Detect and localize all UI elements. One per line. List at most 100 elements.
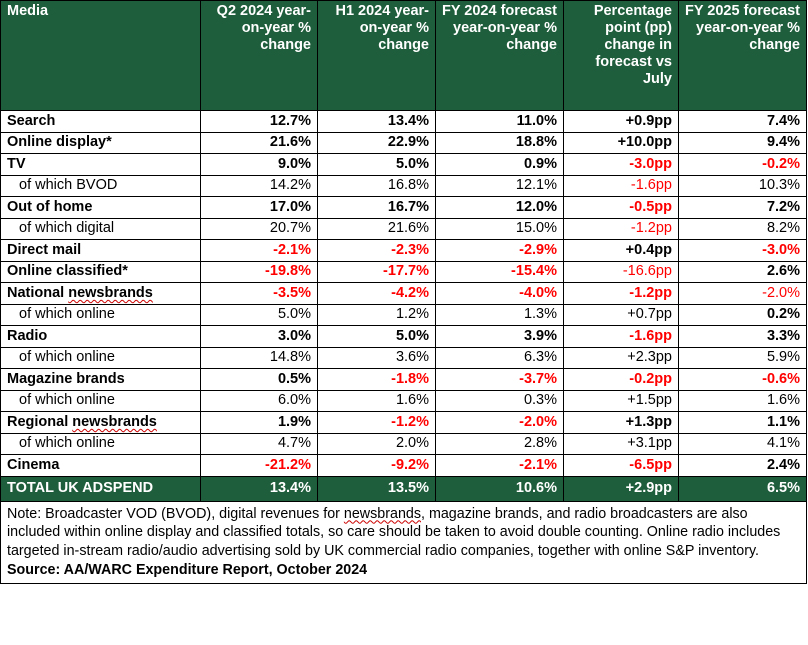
- value-cell: 8.2%: [678, 217, 807, 240]
- value-cell: +3.1pp: [563, 432, 679, 455]
- total-row: TOTAL UK ADSPEND 13.4% 13.5% 10.6% +2.9p…: [0, 475, 807, 502]
- value-cell: 3.6%: [317, 346, 436, 369]
- table-subrow: of which online 6.0% 1.6% 0.3% +1.5pp 1.6%: [0, 389, 807, 412]
- value-cell: 1.6%: [317, 389, 436, 412]
- value-cell: 7.2%: [678, 196, 807, 219]
- value-cell: 1.2%: [317, 303, 436, 326]
- row-label: of which online: [0, 432, 201, 455]
- value-cell: +0.9pp: [563, 110, 679, 133]
- value-cell: 2.8%: [435, 432, 564, 455]
- source-text: Source: AA/WARC Expenditure Report, Octo…: [7, 562, 368, 578]
- table-row: TV 9.0% 5.0% 0.9% -3.0pp -0.2%: [0, 153, 807, 176]
- value-cell: 6.3%: [435, 346, 564, 369]
- note-cell: Note: Broadcaster VOD (BVOD), digital re…: [0, 500, 807, 584]
- row-label: of which online: [0, 303, 201, 326]
- value-cell: 12.1%: [435, 174, 564, 197]
- value-cell: 18.8%: [435, 131, 564, 154]
- table-row: National newsbrands -3.5% -4.2% -4.0% -1.2pp…: [0, 282, 807, 305]
- value-cell: -2.0%: [678, 282, 807, 305]
- value-cell: 9.0%: [200, 153, 318, 176]
- table-subrow: of which online 5.0% 1.2% 1.3% +0.7pp 0.2%: [0, 303, 807, 326]
- value-cell: 0.2%: [678, 303, 807, 326]
- total-cell: 13.5%: [317, 475, 436, 502]
- header-fy2024: FY 2024 forecast year-on-year % change: [435, 0, 564, 111]
- value-cell: 5.0%: [317, 325, 436, 348]
- value-cell: -6.5pp: [563, 454, 679, 477]
- value-cell: -1.2pp: [563, 217, 679, 240]
- value-cell: -9.2%: [317, 454, 436, 477]
- value-cell: 16.7%: [317, 196, 436, 219]
- value-cell: 2.4%: [678, 454, 807, 477]
- value-cell: -2.9%: [435, 239, 564, 262]
- value-cell: 22.9%: [317, 131, 436, 154]
- value-cell: -2.1%: [200, 239, 318, 262]
- value-cell: -0.6%: [678, 368, 807, 391]
- table-body: Search 12.7% 13.4% 11.0% +0.9pp 7.4% Online di…: [0, 110, 807, 477]
- value-cell: 17.0%: [200, 196, 318, 219]
- value-cell: -3.5%: [200, 282, 318, 305]
- total-cell: +2.9pp: [563, 475, 679, 502]
- value-cell: +1.3pp: [563, 411, 679, 434]
- value-cell: 5.0%: [317, 153, 436, 176]
- table-row: Online classified* -19.8% -17.7% -15.4% -16.…: [0, 260, 807, 283]
- value-cell: +10.0pp: [563, 131, 679, 154]
- value-cell: 14.2%: [200, 174, 318, 197]
- value-cell: -1.2pp: [563, 282, 679, 305]
- row-label: Cinema: [0, 454, 201, 477]
- value-cell: -16.6pp: [563, 260, 679, 283]
- row-label: TV: [0, 153, 201, 176]
- value-cell: -17.7%: [317, 260, 436, 283]
- value-cell: 16.8%: [317, 174, 436, 197]
- row-label: of which digital: [0, 217, 201, 240]
- total-cell: 6.5%: [678, 475, 807, 502]
- row-label: National newsbrands: [0, 282, 201, 305]
- value-cell: -3.7%: [435, 368, 564, 391]
- value-cell: 14.8%: [200, 346, 318, 369]
- value-cell: +0.7pp: [563, 303, 679, 326]
- header-q2: Q2 2024 year-on-year % change: [200, 0, 318, 111]
- value-cell: 3.0%: [200, 325, 318, 348]
- value-cell: 0.3%: [435, 389, 564, 412]
- value-cell: +1.5pp: [563, 389, 679, 412]
- header-pp-change: Percentage point (pp) change in forecast…: [563, 0, 679, 111]
- value-cell: 2.6%: [678, 260, 807, 283]
- header-fy2025: FY 2025 forecast year-on-year % change: [678, 0, 807, 111]
- value-cell: -1.6pp: [563, 174, 679, 197]
- value-cell: 21.6%: [200, 131, 318, 154]
- header-h1: H1 2024 year-on-year % change: [317, 0, 436, 111]
- value-cell: -1.2%: [317, 411, 436, 434]
- value-cell: 6.0%: [200, 389, 318, 412]
- value-cell: -4.2%: [317, 282, 436, 305]
- value-cell: 20.7%: [200, 217, 318, 240]
- table-row: Out of home 17.0% 16.7% 12.0% -0.5pp 7.2%: [0, 196, 807, 219]
- value-cell: -21.2%: [200, 454, 318, 477]
- table-subrow: of which digital 20.7% 21.6% 15.0% -1.2pp 8.2…: [0, 217, 807, 240]
- value-cell: -0.2%: [678, 153, 807, 176]
- value-cell: +2.3pp: [563, 346, 679, 369]
- value-cell: 12.7%: [200, 110, 318, 133]
- table-row: Direct mail -2.1% -2.3% -2.9% +0.4pp -3.0%: [0, 239, 807, 262]
- value-cell: 0.5%: [200, 368, 318, 391]
- table-row: Radio 3.0% 5.0% 3.9% -1.6pp 3.3%: [0, 325, 807, 348]
- value-cell: 1.3%: [435, 303, 564, 326]
- value-cell: 1.1%: [678, 411, 807, 434]
- header-row: Media Q2 2024 year-on-year % change H1 2…: [0, 0, 807, 111]
- value-cell: 4.1%: [678, 432, 807, 455]
- value-cell: 7.4%: [678, 110, 807, 133]
- value-cell: 11.0%: [435, 110, 564, 133]
- row-label: Online classified*: [0, 260, 201, 283]
- row-label: Search: [0, 110, 201, 133]
- value-cell: 3.9%: [435, 325, 564, 348]
- row-label: Online display*: [0, 131, 201, 154]
- row-label: Magazine brands: [0, 368, 201, 391]
- value-cell: -0.2pp: [563, 368, 679, 391]
- value-cell: 5.0%: [200, 303, 318, 326]
- table-subrow: of which online 4.7% 2.0% 2.8% +3.1pp 4.1%: [0, 432, 807, 455]
- value-cell: +0.4pp: [563, 239, 679, 262]
- row-label: of which BVOD: [0, 174, 201, 197]
- value-cell: -1.8%: [317, 368, 436, 391]
- value-cell: -1.6pp: [563, 325, 679, 348]
- note-row: Note: Broadcaster VOD (BVOD), digital re…: [0, 500, 807, 584]
- value-cell: 5.9%: [678, 346, 807, 369]
- table-subrow: of which online 14.8% 3.6% 6.3% +2.3pp 5.9%: [0, 346, 807, 369]
